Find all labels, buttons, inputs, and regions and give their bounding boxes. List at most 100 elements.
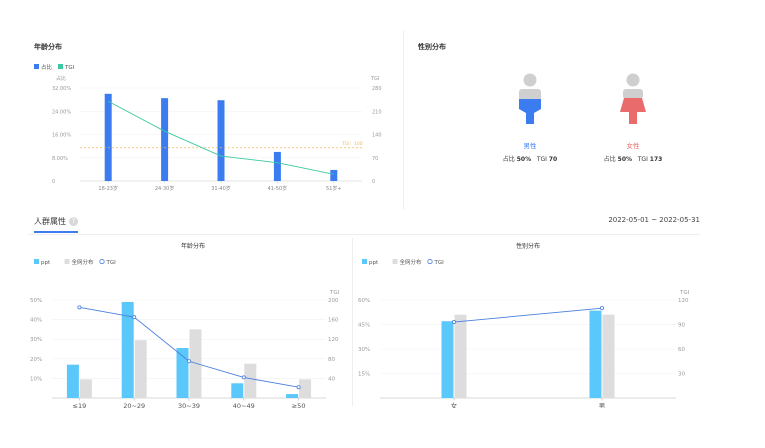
y-right-tick: 80 xyxy=(328,357,335,363)
x-tick-label: 女 xyxy=(451,401,458,408)
bar-network-2 xyxy=(189,329,202,398)
female-share-value: 50% xyxy=(617,156,633,163)
question-circle-icon[interactable]: ? xyxy=(69,217,78,226)
y-right-tick: 160 xyxy=(328,318,339,324)
reference-line-label: TGI：100 xyxy=(341,141,363,147)
y-right-tick: 90 xyxy=(678,323,685,329)
y-left-tick: 45% xyxy=(358,323,370,329)
tgi-point-2 xyxy=(186,359,191,364)
y-left-tick: 60% xyxy=(358,298,370,304)
female-figure-icon xyxy=(620,73,646,124)
x-tick-label: 男 xyxy=(599,402,606,408)
bar-share-2 xyxy=(217,100,225,181)
y-right-tick: 140 xyxy=(372,133,382,139)
gender-panel-title: 性别分布 xyxy=(418,43,446,51)
legend-label-0: ppt xyxy=(41,260,51,266)
bar-network-1 xyxy=(602,314,615,398)
tgi-line xyxy=(453,307,603,323)
legend-label-tgi: TGI xyxy=(64,65,75,71)
tgi-point-4 xyxy=(296,385,301,390)
x-tick-label: 41-50岁 xyxy=(268,185,288,192)
y-right-axis-title: TGI xyxy=(329,290,340,296)
legend-swatch-share xyxy=(34,64,39,69)
y-right-tick: 30 xyxy=(678,372,685,378)
tab-crowd-attributes[interactable]: 人群属性? xyxy=(34,216,78,233)
y-right-tick: 40 xyxy=(328,376,335,382)
bar-network-0 xyxy=(454,314,467,398)
y-right-tick: 120 xyxy=(328,337,339,343)
age-panel-title: 年龄分布 xyxy=(34,43,62,51)
legend-label-2: TGI xyxy=(106,260,117,266)
chart-title: 年龄分布 xyxy=(181,242,205,250)
female-tgi-label: TGI xyxy=(637,156,648,163)
y-right-axis-title: TGI xyxy=(370,76,379,82)
y-right-tick: 280 xyxy=(372,86,382,92)
legend-label-2: TGI xyxy=(434,260,445,266)
female-stats: 占比 50% TGI 173 xyxy=(583,154,683,163)
y-left-tick: 40% xyxy=(30,318,42,324)
y-left-tick: 50% xyxy=(30,298,42,304)
y-left-axis-title: 占比 xyxy=(56,75,66,82)
legend-swatch-2 xyxy=(99,258,105,265)
y-left-tick: 24.00% xyxy=(52,109,71,115)
x-tick-label: ≥50 xyxy=(292,402,306,408)
legend-label-share: 占比 xyxy=(41,63,53,71)
y-left-tick: 20% xyxy=(30,357,42,363)
bar-share-4 xyxy=(330,169,338,181)
legend-swatch-2 xyxy=(427,258,433,265)
age-distribution-panel: 年龄分布 占比 TGI 占比 TGI 0 8.00% 16.00% 24.00% 32.00% 0… xyxy=(28,32,400,208)
legend-swatch-0 xyxy=(34,259,39,264)
x-tick-label: 51岁+ xyxy=(326,185,342,192)
male-figure-icon xyxy=(519,73,541,124)
female-share-label: 占比 xyxy=(603,156,616,163)
legend-label-0: ppt xyxy=(369,260,379,266)
female-label: 女性 xyxy=(603,140,663,150)
tgi-point-3 xyxy=(241,375,246,380)
y-left-tick: 15% xyxy=(358,372,370,378)
bar-ppt-1 xyxy=(589,310,602,398)
male-label: 男性 xyxy=(500,140,560,150)
legend-swatch-tgi xyxy=(58,64,63,69)
gender-distribution-panel: 性别分布 男性 占比 50% TGI 70 女性 占比 50% TGI 173 xyxy=(408,32,700,208)
tgi-point-0 xyxy=(77,305,82,310)
legend-swatch-1 xyxy=(392,259,398,264)
bar-ppt-2 xyxy=(176,348,189,398)
y-left-tick: 32.00% xyxy=(52,86,71,92)
tgi-point-1 xyxy=(132,315,137,320)
y-left-tick: 8.00% xyxy=(52,156,68,162)
bar-ppt-1 xyxy=(121,301,134,398)
x-tick-label: 18-23岁 xyxy=(98,185,118,192)
tgi-point-0 xyxy=(452,320,457,325)
tgi-point-1 xyxy=(599,306,604,311)
bottom-age-chart: 年龄分布 ppt 全网分布 TGI TGI 10% 20% 30% 40% 50% 40 80 120 1… xyxy=(30,242,340,408)
female-label-text: 女性 xyxy=(626,142,640,150)
y-right-tick: 200 xyxy=(328,298,339,304)
panel-divider xyxy=(403,30,404,210)
legend-label-1: 全网分布 xyxy=(72,258,95,266)
y-right-tick: 120 xyxy=(678,298,689,304)
bar-network-1 xyxy=(134,340,147,398)
x-tick-label: ≤19 xyxy=(73,402,87,408)
date-range[interactable]: 2022-05-01 ~ 2022-05-31 xyxy=(608,216,700,224)
legend-swatch-0 xyxy=(362,259,367,264)
bar-share-1 xyxy=(161,98,169,181)
y-left-tick: 16.00% xyxy=(52,133,71,139)
y-left-tick: 30% xyxy=(30,337,42,343)
x-tick-label: 30~39 xyxy=(178,402,200,408)
bottom-gender-chart: 性别分布 ppt 全网分布 TGI TGI 15% 30% 45% 60% 30 60 90 120 女 男 xyxy=(358,242,690,408)
bar-ppt-4 xyxy=(286,394,299,398)
y-left-tick: 30% xyxy=(358,347,370,353)
bar-ppt-0 xyxy=(441,321,454,398)
y-right-tick: 0 xyxy=(372,179,375,185)
bottom-divider xyxy=(352,238,353,406)
bar-share-3 xyxy=(273,151,281,181)
bar-ppt-0 xyxy=(66,364,79,398)
bar-network-4 xyxy=(299,379,312,398)
legend-label-1: 全网分布 xyxy=(400,258,423,266)
tgi-line xyxy=(107,100,334,175)
chart-title: 性别分布 xyxy=(516,242,540,250)
bar-share-0 xyxy=(104,93,112,181)
legend-swatch-1 xyxy=(64,259,70,264)
y-left-tick: 0 xyxy=(52,179,55,185)
bar-network-0 xyxy=(79,379,92,398)
